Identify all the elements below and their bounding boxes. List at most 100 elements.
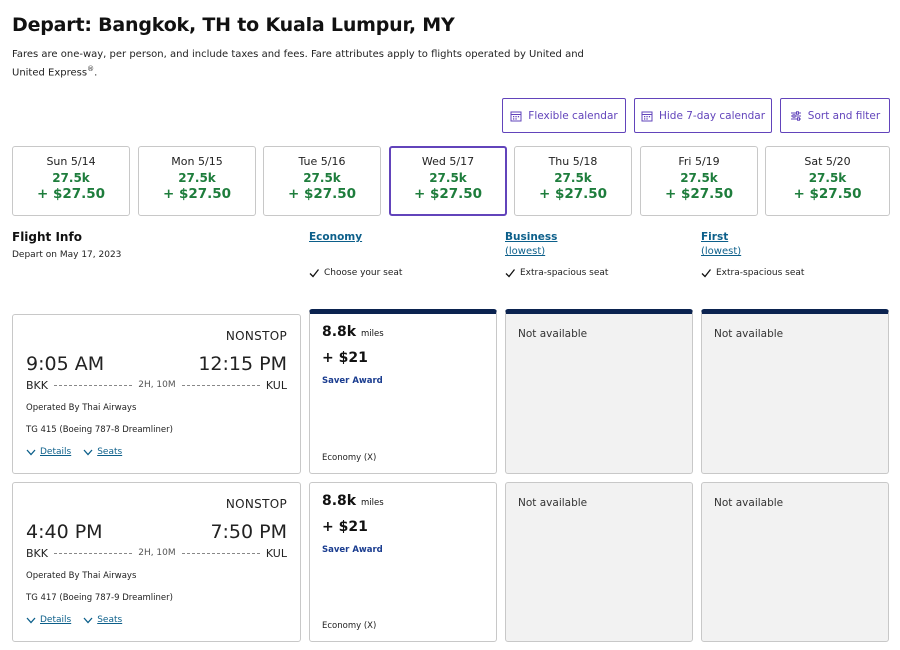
date-miles: 27.5k [303,171,341,185]
stops-label: NONSTOP [225,329,287,343]
fare-cash: + $21 [322,350,368,366]
first-lowest-link[interactable]: (lowest) [701,246,742,257]
duration: 2H, 10M [138,380,176,390]
sort-filter-button[interactable]: Sort and filter [780,98,890,133]
fare-class: Economy (X) [322,621,377,631]
fare-miles-unit: miles [361,498,384,508]
date-card-sat[interactable]: Sat 5/20 27.5k + $27.50 [765,146,890,216]
date-card-tue[interactable]: Tue 5/16 27.5k + $27.50 [263,146,381,216]
business-lowest-link[interactable]: (lowest) [505,246,546,257]
hide-calendar-button[interactable]: Hide 7-day calendar [634,98,772,133]
arrive-time: 12:15 PM [198,353,287,375]
origin-code: BKK [26,378,48,392]
stops-label: NONSTOP [225,497,287,511]
operated-by: Operated By Thai Airways [26,403,137,413]
depart-time: 4:40 PM [26,521,103,543]
first-feature-text: Extra-spacious seat [716,268,805,278]
date-label: Sat 5/20 [804,155,851,168]
date-price: + $27.50 [538,186,608,202]
flight-links: Details Seats [26,615,122,625]
date-card-wed-selected[interactable]: Wed 5/17 27.5k + $27.50 [389,146,507,216]
first-heading[interactable]: First (lowest) [701,231,741,257]
date-card-mon[interactable]: Mon 5/15 27.5k + $27.50 [138,146,256,216]
arrive-time: 7:50 PM [210,521,287,543]
not-available-text: Not available [714,497,784,509]
fare-cash: + $21 [322,519,368,535]
date-card-sun[interactable]: Sun 5/14 27.5k + $27.50 [12,146,130,216]
business-feature-text: Extra-spacious seat [520,268,609,278]
date-miles: 27.5k [680,171,718,185]
flight-card-tg415: NONSTOP 9:05 AM 12:15 PM BKK 2H, 10M KUL… [12,314,301,474]
first-link[interactable]: First [701,231,729,243]
business-heading[interactable]: Business (lowest) [505,231,557,257]
date-miles: 27.5k [178,171,216,185]
economy-link[interactable]: Economy [309,231,363,243]
not-available-text: Not available [518,328,588,340]
seats-label: Seats [97,615,123,625]
details-label: Details [40,447,72,457]
date-miles: 27.5k [554,171,592,185]
first-fare-tg417: Not available [701,482,889,642]
destination-code: KUL [265,546,287,560]
check-icon [505,269,515,278]
not-available-text: Not available [714,328,784,340]
depart-date: Depart on May 17, 2023 [12,250,122,260]
hide-calendar-label: Hide 7-day calendar [658,109,766,122]
page-title: Depart: Bangkok, TH to Kuala Lumpur, MY [12,14,455,36]
fare-class: Economy (X) [322,453,377,463]
business-fare-tg417: Not available [505,482,693,642]
seats-link[interactable]: Seats [83,447,122,457]
flexible-calendar-button[interactable]: Flexible calendar [502,98,626,133]
flight-info-heading: Flight Info [12,230,82,244]
date-miles: 27.5k [808,171,847,185]
sort-filter-label: Sort and filter [807,109,881,122]
date-label: Sun 5/14 [46,155,96,168]
first-feature: Extra-spacious seat [701,268,804,278]
fare-disclaimer-period: . [94,67,98,79]
flight-card-tg417: NONSTOP 4:40 PM 7:50 PM BKK 2H, 10M KUL … [12,482,301,642]
date-label: Mon 5/15 [171,155,223,168]
date-label: Thu 5/18 [548,155,598,168]
check-icon [309,269,319,278]
route-line: BKK 2H, 10M KUL [26,378,287,392]
date-price: + $27.50 [413,186,483,202]
fare-disclaimer-text: Fares are one-way, per person, and inclu… [12,49,584,79]
fare-miles: 8.8k miles [322,493,384,509]
chevron-down-icon [26,617,36,623]
date-card-thu[interactable]: Thu 5/18 27.5k + $27.50 [514,146,632,216]
date-price: + $27.50 [287,186,357,202]
date-label: Fri 5/19 [678,155,720,168]
sliders-icon [790,110,801,121]
depart-time: 9:05 AM [26,353,105,375]
date-label: Wed 5/17 [421,155,475,168]
date-price: + $27.50 [36,186,106,202]
date-card-fri[interactable]: Fri 5/19 27.5k + $27.50 [640,146,758,216]
operated-by: Operated By Thai Airways [26,571,137,581]
saver-award-label: Saver Award [322,545,383,555]
details-link[interactable]: Details [26,615,71,625]
fare-miles-unit: miles [361,329,384,339]
chevron-down-icon [83,449,93,455]
chevron-down-icon [83,617,93,623]
economy-fare-tg417[interactable]: 8.8k miles + $21 Saver Award Economy (X) [309,482,497,642]
economy-fare-tg415[interactable]: 8.8k miles + $21 Saver Award Economy (X) [309,309,497,474]
saver-award-label: Saver Award [322,376,383,386]
flexible-calendar-label: Flexible calendar [528,109,618,122]
chevron-down-icon [26,449,36,455]
flight-equipment: TG 415 (Boeing 787-8 Dreamliner) [26,425,173,435]
economy-heading[interactable]: Economy [309,231,362,243]
seats-link[interactable]: Seats [83,615,122,625]
economy-feature-text: Choose your seat [324,268,403,278]
date-price: + $27.50 [793,186,862,202]
economy-feature: Choose your seat [309,268,402,278]
details-link[interactable]: Details [26,447,71,457]
fare-miles-value: 8.8k [322,324,357,340]
not-available-text: Not available [518,497,588,509]
date-miles: 27.5k [429,171,467,185]
business-link[interactable]: Business [505,231,558,243]
registered-mark: ® [87,65,95,73]
fare-miles: 8.8k miles [322,324,384,340]
destination-code: KUL [265,378,287,392]
date-price: + $27.50 [664,186,734,202]
date-label: Tue 5/16 [298,155,346,168]
